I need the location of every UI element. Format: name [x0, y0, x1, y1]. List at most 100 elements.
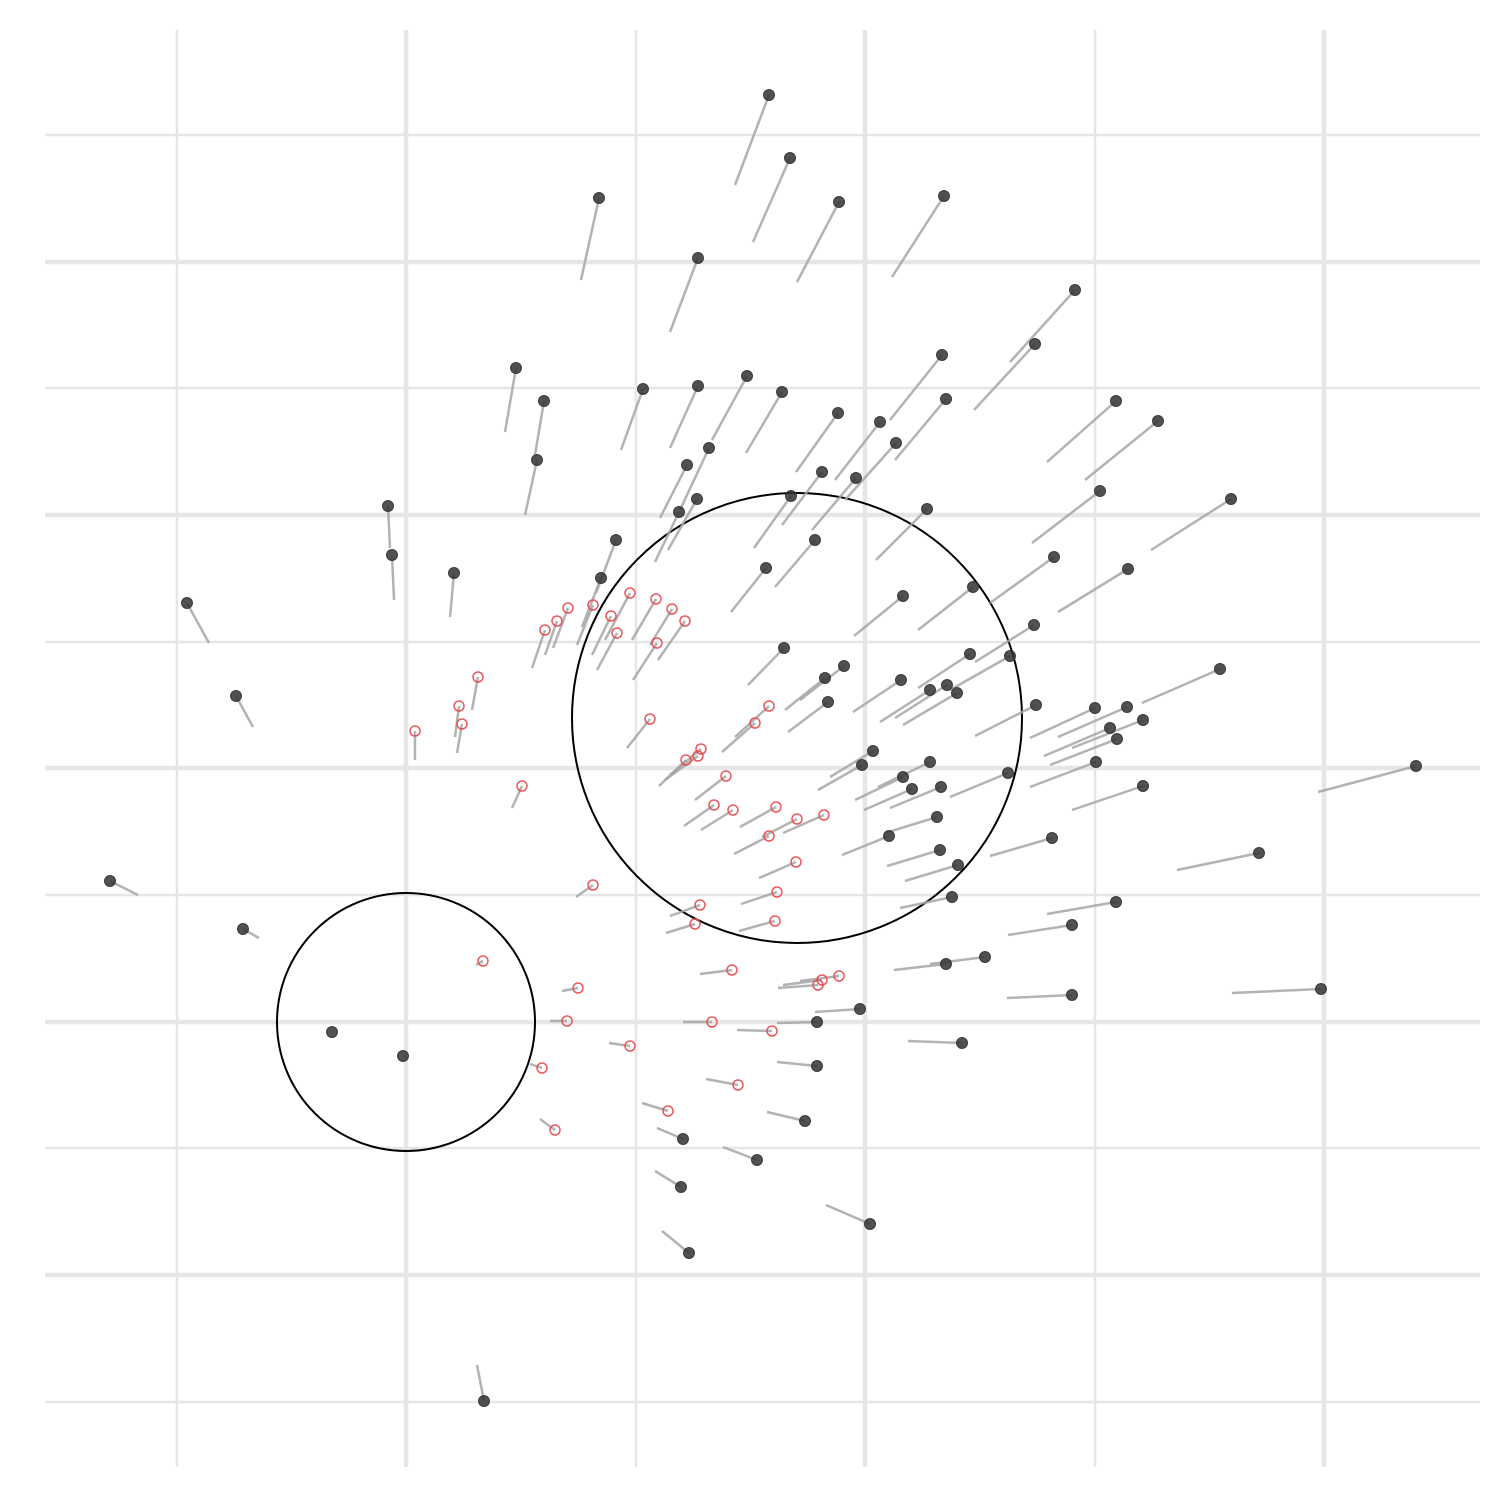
point [785, 490, 797, 502]
point [763, 830, 775, 842]
region-circle [571, 492, 1023, 944]
point [595, 572, 607, 584]
displacement-segment [1084, 420, 1159, 481]
point [791, 813, 803, 825]
displacement-segment [825, 1203, 871, 1226]
displacement-segment [974, 703, 1037, 738]
displacement-segment [904, 863, 959, 883]
point [562, 602, 574, 614]
point [838, 660, 850, 672]
displacement-segment [448, 572, 456, 618]
point [1028, 619, 1040, 631]
point [539, 624, 551, 636]
point [472, 671, 484, 683]
point [516, 780, 528, 792]
point [181, 597, 193, 609]
point [883, 830, 895, 842]
displacement-segment [886, 848, 941, 868]
displacement-segment [653, 511, 681, 563]
displacement-segment [1029, 706, 1096, 740]
displacement-segment [700, 808, 734, 832]
point [924, 684, 936, 696]
displacement-segment [784, 677, 826, 711]
displacement-segment [744, 391, 784, 454]
displacement-segment [619, 388, 645, 451]
displacement-segment [751, 157, 792, 243]
point [666, 603, 678, 615]
point [751, 1154, 763, 1166]
displacement-segment [736, 1028, 773, 1033]
displacement-segment [1043, 726, 1111, 758]
displacement-segment [579, 197, 601, 281]
point [695, 743, 707, 755]
point [510, 362, 522, 374]
displacement-segment [1049, 737, 1118, 767]
point [941, 679, 953, 691]
point [708, 799, 720, 811]
point [624, 1040, 636, 1052]
displacement-segment [875, 508, 928, 561]
point [850, 472, 862, 484]
point [833, 970, 845, 982]
displacement-segment [893, 962, 947, 972]
point [935, 781, 947, 793]
displacement-segment [879, 688, 931, 724]
point [587, 599, 599, 611]
displacement-segment [794, 412, 840, 473]
point [776, 386, 788, 398]
point [382, 500, 394, 512]
point [874, 416, 886, 428]
point [692, 750, 704, 762]
displacement-segment [1057, 567, 1129, 614]
displacement-segment [1231, 987, 1322, 995]
displacement-segment [1046, 400, 1117, 463]
point [326, 1026, 338, 1038]
displacement-segment [889, 785, 942, 810]
point [809, 534, 821, 546]
point [763, 89, 775, 101]
displacement-segment [580, 577, 603, 628]
displacement-segment [475, 1364, 486, 1402]
point [694, 899, 706, 911]
point [1089, 702, 1101, 714]
point [938, 190, 950, 202]
point [946, 891, 958, 903]
point [561, 1015, 573, 1027]
point [703, 442, 715, 454]
point [673, 506, 685, 518]
point [940, 958, 952, 970]
displacement-segment [1006, 993, 1073, 1000]
displacement-segment [949, 771, 1009, 799]
displacement-segment [734, 705, 770, 738]
point [478, 1395, 490, 1407]
displacement-segment [989, 836, 1053, 858]
point [760, 562, 772, 574]
point [683, 1247, 695, 1259]
displacement-segment [678, 447, 711, 511]
point [230, 690, 242, 702]
point [456, 718, 468, 730]
displacement-segment [973, 343, 1036, 411]
point [897, 771, 909, 783]
point [952, 859, 964, 871]
displacement-segment [503, 367, 518, 433]
point [587, 879, 599, 891]
displacement-segment [683, 803, 715, 828]
displacement-segment [630, 598, 658, 641]
displacement-segment [185, 602, 211, 644]
point [790, 856, 802, 868]
point [572, 982, 584, 994]
point [856, 759, 868, 771]
point [895, 674, 907, 686]
point [692, 252, 704, 264]
displacement-segment [730, 567, 767, 613]
point [778, 642, 790, 654]
displacement-segment [787, 701, 829, 733]
displacement-segment [668, 385, 700, 449]
displacement-segment [510, 785, 524, 809]
displacement-segment [666, 498, 699, 551]
displacement-segment [1071, 718, 1144, 750]
point [397, 1050, 409, 1062]
